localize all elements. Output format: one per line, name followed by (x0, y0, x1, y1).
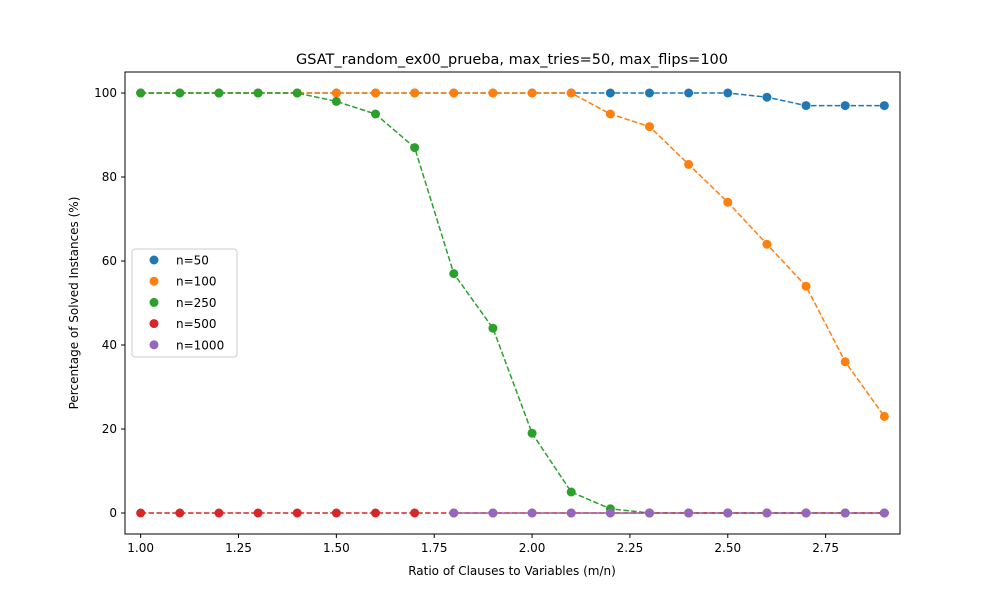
data-point-n=1000-1 (488, 508, 498, 518)
data-point-n=250-6 (371, 109, 381, 119)
data-point-n=500-7 (410, 508, 420, 518)
y-tick-label: 80 (102, 170, 117, 184)
legend-label-n=500: n=500 (176, 317, 217, 331)
y-tick-label: 20 (102, 422, 117, 436)
x-tick-label: 2.50 (714, 541, 741, 555)
legend-label-n=50: n=50 (176, 254, 209, 268)
x-tick-label: 2.00 (519, 541, 546, 555)
plot-marks (136, 88, 889, 518)
y-axis-label: Percentage of Solved Instances (%) (67, 197, 81, 410)
data-point-n=1000-11 (879, 508, 889, 518)
data-point-n=100-14 (684, 159, 694, 169)
y-tick-label: 100 (94, 86, 117, 100)
data-point-n=250-4 (292, 88, 302, 98)
data-point-n=50-17 (801, 101, 811, 111)
data-point-n=100-8 (449, 88, 459, 98)
data-point-n=500-0 (136, 508, 146, 518)
data-point-n=100-17 (801, 281, 811, 291)
x-tick-label: 2.75 (812, 541, 839, 555)
y-axis-ticks: 0 20 40 60 80 100 (94, 86, 125, 520)
data-point-n=50-18 (840, 101, 850, 111)
legend-label-n=100: n=100 (176, 275, 217, 289)
legend: n=50 n=100 n=250 n=500 n=1000 (131, 248, 238, 358)
x-tick-label: 1.75 (421, 541, 448, 555)
legend-marker-n=1000 (149, 340, 159, 350)
data-point-n=250-1 (175, 88, 185, 98)
legend-marker-n=50 (149, 255, 159, 265)
data-point-n=1000-5 (644, 508, 654, 518)
data-point-n=100-11 (566, 88, 576, 98)
legend-label-n=1000: n=1000 (176, 338, 224, 352)
data-point-n=250-2 (214, 88, 224, 98)
data-point-n=100-5 (331, 88, 341, 98)
data-point-n=250-11 (566, 487, 576, 497)
data-point-n=1000-9 (801, 508, 811, 518)
data-point-n=250-7 (410, 143, 420, 153)
data-point-n=50-13 (644, 88, 654, 98)
data-point-n=250-9 (488, 323, 498, 333)
data-point-n=100-16 (762, 239, 772, 249)
data-point-n=100-15 (723, 197, 733, 207)
data-point-n=1000-10 (840, 508, 850, 518)
data-point-n=250-10 (527, 428, 537, 438)
x-tick-label: 2.25 (617, 541, 644, 555)
y-tick-label: 40 (102, 338, 117, 352)
data-point-n=500-3 (253, 508, 263, 518)
y-tick-label: 60 (102, 254, 117, 268)
x-tick-label: 1.00 (127, 541, 154, 555)
data-point-n=250-5 (331, 96, 341, 106)
data-point-n=250-8 (449, 269, 459, 279)
legend-box (131, 248, 238, 358)
x-tick-label: 1.25 (225, 541, 252, 555)
x-axis-ticks: 1.00 1.25 1.50 1.75 2.00 2.25 2.50 2.75 (127, 534, 839, 555)
data-point-n=100-9 (488, 88, 498, 98)
data-point-n=1000-3 (566, 508, 576, 518)
data-point-n=100-19 (879, 411, 889, 421)
data-point-n=500-4 (292, 508, 302, 518)
x-tick-label: 1.50 (323, 541, 350, 555)
data-point-n=100-12 (605, 109, 615, 119)
legend-label-n=250: n=250 (176, 296, 217, 310)
legend-marker-n=100 (149, 276, 159, 286)
y-tick-label: 0 (109, 506, 117, 520)
data-point-n=1000-0 (449, 508, 459, 518)
series-n=1000 (449, 508, 889, 518)
data-point-n=50-16 (762, 92, 772, 102)
data-point-n=500-6 (371, 508, 381, 518)
data-point-n=1000-7 (723, 508, 733, 518)
data-point-n=100-6 (371, 88, 381, 98)
legend-marker-n=250 (149, 297, 159, 307)
legend-marker-n=500 (149, 319, 159, 329)
data-point-n=50-15 (723, 88, 733, 98)
data-point-n=100-7 (410, 88, 420, 98)
data-point-n=1000-8 (762, 508, 772, 518)
data-point-n=500-1 (175, 508, 185, 518)
data-point-n=500-2 (214, 508, 224, 518)
chart-title: GSAT_random_ex00_prueba, max_tries=50, m… (296, 52, 728, 68)
data-point-n=50-12 (605, 88, 615, 98)
data-point-n=100-18 (840, 357, 850, 367)
data-point-n=250-3 (253, 88, 263, 98)
data-point-n=100-10 (527, 88, 537, 98)
data-point-n=250-0 (136, 88, 146, 98)
data-point-n=1000-2 (527, 508, 537, 518)
x-axis-label: Ratio of Clauses to Variables (m/n) (408, 564, 616, 578)
data-point-n=50-14 (684, 88, 694, 98)
data-point-n=500-5 (331, 508, 341, 518)
data-point-n=100-13 (644, 122, 654, 132)
plot-frame (124, 71, 901, 535)
data-point-n=50-19 (879, 101, 889, 111)
data-point-n=1000-4 (605, 508, 615, 518)
data-point-n=1000-6 (684, 508, 694, 518)
